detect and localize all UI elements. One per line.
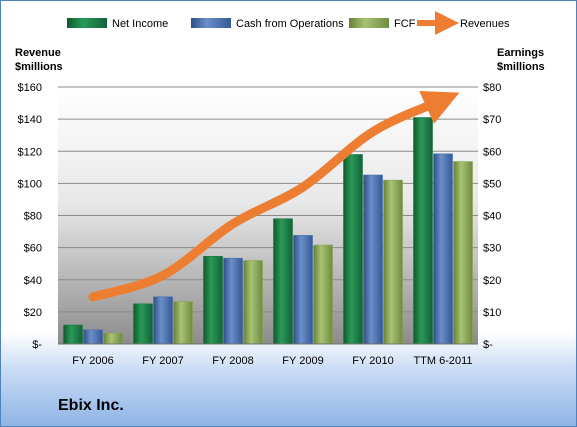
right-tick-label: $80 <box>483 82 501 94</box>
category-label: FY 2010 <box>352 355 393 367</box>
fcf-bar <box>383 179 403 345</box>
left-tick-label: $40 <box>24 275 42 287</box>
net-income-bar <box>63 324 83 345</box>
left-tick-label: $80 <box>24 211 42 223</box>
legend-label: FCF <box>394 18 416 30</box>
fcf-bar <box>243 260 263 345</box>
net-income-bar <box>343 154 363 345</box>
legend-cash-from-operations: Cash from Operations <box>191 18 344 30</box>
category-label: FY 2008 <box>212 355 253 367</box>
right-tick-label: $70 <box>483 114 501 126</box>
bars-group <box>63 117 473 345</box>
legend-swatch <box>67 18 107 28</box>
fcf-bar <box>103 332 123 345</box>
cash-from-operations-bar <box>223 257 243 345</box>
revenues-line <box>88 91 460 302</box>
left-axis-title: Revenue $millions <box>15 47 63 73</box>
net-income-bar <box>273 218 293 345</box>
category-label: FY 2007 <box>142 355 183 367</box>
legend-label: Revenues <box>460 18 510 30</box>
cash-from-operations-bar <box>363 174 383 345</box>
right-tick-label: $60 <box>483 146 501 158</box>
legend-label: Net Income <box>112 18 168 30</box>
left-tick-label: $60 <box>24 243 42 255</box>
cash-from-operations-bar <box>293 235 313 345</box>
fcf-bar <box>313 244 333 345</box>
cash-from-operations-bar <box>433 153 453 345</box>
net-income-bar <box>133 303 153 345</box>
legend: Net Income Cash from Operations FCF Revenue… <box>67 11 510 35</box>
right-axis-title: Earnings $millions <box>497 47 545 73</box>
right-tick-label: $10 <box>483 307 501 319</box>
cash-from-operations-bar <box>153 296 173 345</box>
left-tick-label: $- <box>32 339 42 351</box>
axes-group: $- $- $20 $10 $40 $20 $60 $30 $80 $40 $100 $50 $120 $… <box>18 82 502 367</box>
left-tick-label: $120 <box>18 146 42 158</box>
legend-label: Cash from Operations <box>236 18 344 30</box>
left-tick-label: $160 <box>18 82 42 94</box>
net-income-bar <box>413 117 433 345</box>
right-tick-label: $50 <box>483 178 501 190</box>
right-tick-label: $- <box>483 339 493 351</box>
cash-from-operations-bar <box>83 329 103 345</box>
category-label: TTM 6-2011 <box>413 355 472 367</box>
category-label: FY 2006 <box>72 355 113 367</box>
revenue-line-group <box>88 91 460 302</box>
right-tick-label: $40 <box>483 211 501 223</box>
legend-swatch <box>349 18 389 28</box>
net-income-bar <box>203 255 223 345</box>
left-tick-label: $20 <box>24 307 42 319</box>
right-tick-label: $30 <box>483 243 501 255</box>
legend-net-income: Net Income <box>67 18 168 30</box>
fcf-bar <box>173 301 193 345</box>
fcf-bar <box>453 161 473 345</box>
left-tick-label: $100 <box>18 178 42 190</box>
left-tick-label: $140 <box>18 114 42 126</box>
right-tick-label: $20 <box>483 275 501 287</box>
legend-fcf: FCF <box>349 18 416 30</box>
company-name: Ebix Inc. <box>58 397 124 414</box>
legend-swatch <box>191 18 231 28</box>
category-label: FY 2009 <box>282 355 323 367</box>
legend-revenues: Revenues <box>417 11 510 35</box>
